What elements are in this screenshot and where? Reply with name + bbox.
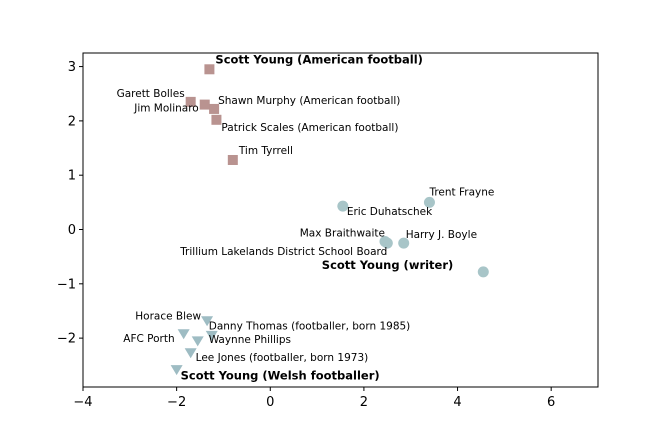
point-garett-bolles-label: Garett Bolles [117, 88, 185, 100]
point-scott-young-american-football-marker [204, 64, 215, 75]
x-axis: −4 −2 0 2 4 6 [73, 387, 555, 410]
point-jim-molinaro-label: Jim Molinaro [133, 103, 199, 115]
point-lee-jones-footballer-born-1973-marker [184, 348, 197, 359]
x-tick-label: −2 [167, 395, 186, 410]
point-afc-porth-label: AFC Porth [123, 333, 174, 345]
points-layer [170, 64, 489, 376]
point-shawn-murphy-american-football-label: Shawn Murphy (American football) [218, 95, 400, 107]
point-harry-j-boyle-label: Harry J. Boyle [406, 229, 477, 241]
x-tick-label: −4 [73, 395, 92, 410]
point-tim-tyrrell-label: Tim Tyrrell [238, 145, 293, 157]
point-danny-thomas-footballer-born-1985-label: Danny Thomas (footballer, born 1985) [209, 320, 411, 332]
point-harry-j-boyle-marker [398, 237, 410, 249]
point-waynne-phillips-marker [191, 336, 204, 347]
x-tick-label: 0 [266, 395, 274, 410]
point-horace-blew-label: Horace Blew [135, 311, 201, 323]
point-trent-frayne-label: Trent Frayne [428, 186, 494, 198]
point-jim-molinaro-marker [199, 99, 210, 110]
point-scott-young-welsh-footballer-marker [170, 365, 183, 376]
point-labels-layer: Scott Young (American football) Garett Bo… [117, 52, 495, 382]
point-afc-porth-marker [177, 329, 190, 340]
y-tick-label: 0 [68, 223, 76, 238]
point-lee-jones-footballer-born-1973-label: Lee Jones (footballer, born 1973) [196, 352, 369, 364]
y-tick-label: −1 [57, 277, 76, 292]
point-waynne-phillips-label: Waynne Phillips [209, 334, 291, 346]
point-scott-young-writer-marker [477, 266, 489, 278]
point-garett-bolles-marker [185, 96, 196, 107]
point-patrick-scales-american-football-marker [211, 114, 222, 125]
y-tick-label: −2 [57, 332, 76, 347]
x-tick-label: 2 [360, 395, 368, 410]
point-trent-frayne-marker [423, 196, 435, 208]
point-danny-thomas-footballer-born-1985-marker [205, 330, 218, 341]
point-scott-young-writer-label: Scott Young (writer) [322, 258, 454, 272]
x-tick-label: 4 [453, 395, 461, 410]
plot-frame [82, 52, 599, 388]
point-shawn-murphy-american-football-marker [209, 103, 220, 114]
point-eric-duhatschek-marker [337, 200, 349, 212]
point-trillium-lakelands-district-school-board-marker [381, 237, 393, 249]
point-tim-tyrrell-marker [227, 154, 238, 165]
y-axis: −2 −1 0 1 2 3 [57, 60, 83, 347]
point-eric-duhatschek-label: Eric Duhatschek [347, 206, 433, 218]
x-tick-label: 6 [547, 395, 555, 410]
y-tick-label: 3 [68, 60, 76, 75]
point-trillium-lakelands-district-school-board-label: Trillium Lakelands District School Board [179, 246, 387, 258]
y-tick-label: 2 [68, 114, 76, 129]
point-scott-young-american-football-label: Scott Young (American football) [215, 52, 423, 66]
point-patrick-scales-american-football-label: Patrick Scales (American football) [221, 122, 398, 134]
point-scott-young-welsh-footballer-label: Scott Young (Welsh footballer) [181, 369, 380, 383]
point-max-braithwaite-label: Max Braithwaite [300, 227, 385, 239]
point-horace-blew-marker [201, 316, 214, 327]
y-tick-label: 1 [68, 169, 76, 184]
